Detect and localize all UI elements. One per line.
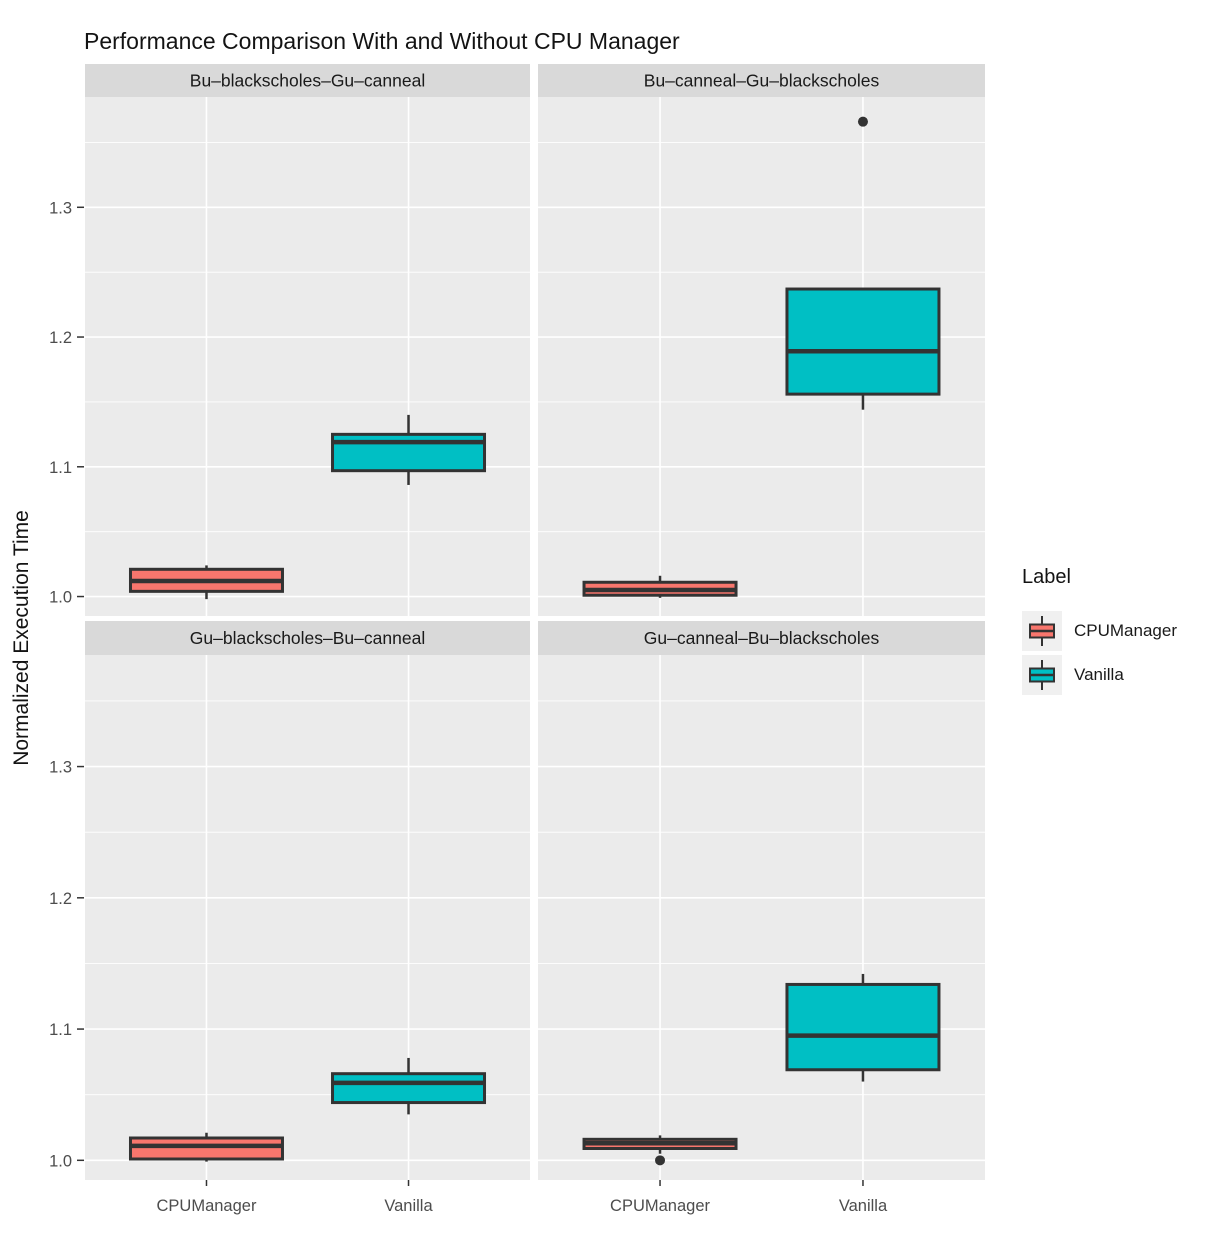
legend: Label CPUManager Vanilla [1022,566,1177,699]
facet-strip [538,621,985,655]
y-tick-label: 1.2 [49,329,72,347]
facet-strip-label: Bu–blackscholes–Gu–canneal [190,71,425,91]
x-tick-label: CPUManager [157,1197,257,1215]
outlier-point [655,1155,666,1166]
legend-label-vanilla: Vanilla [1074,665,1124,684]
x-tick-label: Vanilla [384,1197,433,1215]
legend-title: Label [1022,566,1071,588]
facet-strip-label: Bu–canneal–Gu–blackscholes [644,71,880,91]
chart-title: Performance Comparison With and Without … [84,28,680,54]
facet-strip [85,64,530,97]
outlier-point [857,116,868,127]
facet-strip [538,64,985,97]
y-tick-label: 1.0 [49,1152,72,1170]
panel-background [538,655,985,1180]
panel-background [85,97,530,616]
legend-item-vanilla: Vanilla [1022,655,1177,695]
box-vanilla [785,287,941,396]
box-vanilla [331,1072,487,1105]
box-vanilla [785,982,941,1072]
y-tick-label: 1.1 [49,459,72,477]
y-tick-label: 1.1 [49,1021,72,1039]
boxplot-key-vanilla-icon [1022,655,1062,695]
facet-strip-label: Gu–blackscholes–Bu–canneal [190,628,425,648]
x-tick-label: Vanilla [839,1197,888,1215]
y-tick-label: 1.2 [49,890,72,908]
y-tick-label: 1.3 [49,759,72,777]
legend-label-cpumanager: CPUManager [1074,621,1177,640]
facet-strip-label: Gu–canneal–Bu–blackscholes [644,628,880,648]
boxplot-key-cpumanager-icon [1022,611,1062,651]
box-vanilla [331,432,487,473]
legend-item-cpumanager: CPUManager [1022,611,1177,651]
box-cpumanager [128,1136,284,1161]
y-tick-label: 1.0 [49,589,72,607]
y-tick-label: 1.3 [49,199,72,217]
facet-strip [85,621,530,655]
x-tick-label: CPUManager [610,1197,710,1215]
